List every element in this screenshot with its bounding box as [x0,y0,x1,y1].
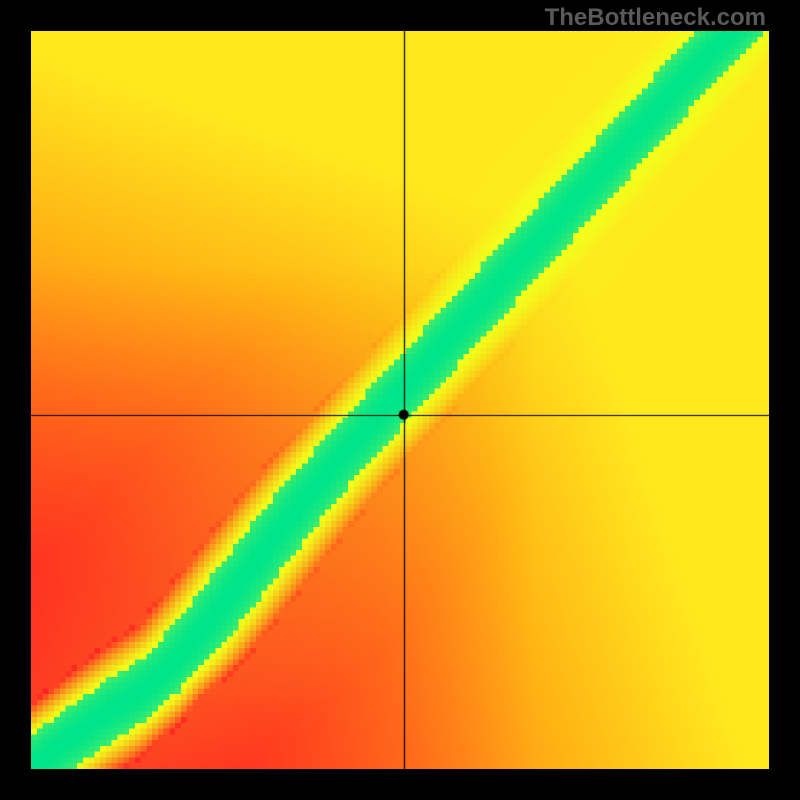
chart-container: TheBottleneck.com [0,0,800,800]
bottleneck-heatmap [31,31,769,769]
watermark-text: TheBottleneck.com [545,4,766,32]
